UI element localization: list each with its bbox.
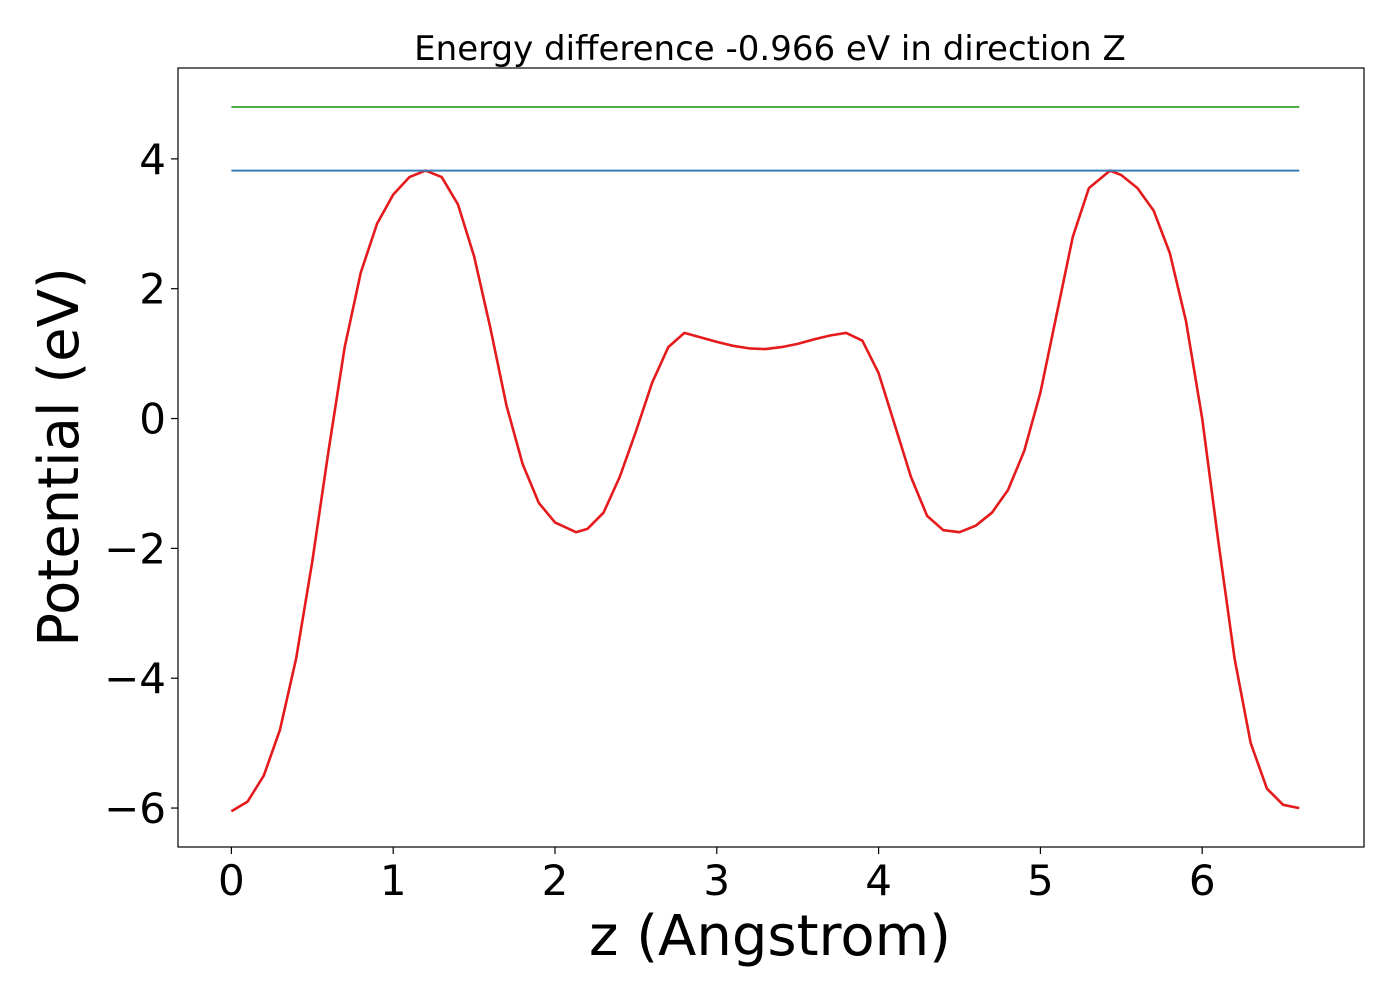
- x-tick-label: 2: [542, 856, 569, 905]
- x-tick-label: 0: [218, 856, 245, 905]
- x-tick-label: 5: [1027, 856, 1054, 905]
- y-axis: −6 −4 −2 0 2 4: [104, 135, 178, 833]
- y-tick-label: 0: [139, 395, 166, 444]
- chart-title: Energy difference -0.966 eV in direction…: [414, 29, 1126, 69]
- x-axis: 0 1 2 3 4 5 6: [218, 847, 1216, 905]
- plot-lines: [230, 106, 1300, 813]
- x-tick-label: 4: [865, 856, 892, 905]
- x-axis-label: z (Angstrom): [589, 904, 951, 969]
- series-line-0: [230, 169, 1300, 813]
- x-tick-label: 3: [703, 856, 730, 905]
- y-tick-label: −4: [104, 654, 166, 703]
- x-tick-label: 6: [1189, 856, 1216, 905]
- y-tick-label: −6: [104, 784, 166, 833]
- plot-frame: [177, 67, 1365, 848]
- x-tick-label: 1: [380, 856, 407, 905]
- y-axis-label: Potential (eV): [27, 267, 92, 647]
- y-tick-label: −2: [104, 524, 166, 573]
- y-tick-label: 2: [139, 265, 166, 314]
- y-tick-label: 4: [139, 135, 166, 184]
